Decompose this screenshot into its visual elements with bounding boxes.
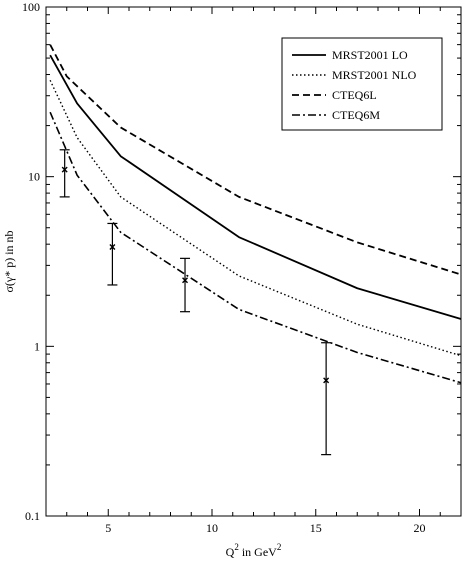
cross-marker <box>323 377 330 384</box>
data-point-3 <box>180 257 191 313</box>
legend-label: CTEQ6M <box>332 108 380 122</box>
x-axis-label-part: 2 <box>277 542 282 552</box>
cross-marker <box>61 166 68 173</box>
series-line-cteq6l <box>49 44 462 276</box>
x-tick-label: 10 <box>206 521 218 535</box>
legend-label: MRST2001 NLO <box>332 68 417 82</box>
data-points <box>59 149 332 456</box>
legend-label: MRST2001 LO <box>332 48 408 62</box>
y-axis-ticks: 0.1 1 10 100 <box>22 0 461 523</box>
data-point-4 <box>321 342 332 456</box>
y-tick-label: 10 <box>28 170 40 184</box>
data-point-1 <box>59 149 70 198</box>
x-axis-label: Q2 in GeV2 <box>226 542 282 559</box>
x-tick-label: 5 <box>105 521 111 535</box>
cross-marker <box>182 277 189 284</box>
legend: MRST2001 LO MRST2001 NLO CTEQ6L CTEQ6M <box>281 37 443 131</box>
x-axis-label-part: in GeV <box>239 545 277 559</box>
y-tick-label: 0.1 <box>25 509 40 523</box>
x-axis-label-part: Q <box>226 545 235 559</box>
y-tick-label: 1 <box>34 339 40 353</box>
x-axis-label-part: 2 <box>234 542 239 552</box>
series-lines <box>49 44 462 384</box>
series-line-cteq6m <box>49 111 462 384</box>
legend-label: CTEQ6L <box>332 88 377 102</box>
x-tick-label: 20 <box>414 521 426 535</box>
x-axis-ticks: 5 10 15 20 <box>66 7 462 535</box>
series-line-mrst2001-lo <box>49 54 462 320</box>
series-line-mrst2001-nlo <box>49 79 462 357</box>
data-point-2 <box>107 222 118 286</box>
y-axis-label: σ(γ* p) in nb <box>2 230 16 292</box>
y-tick-label: 100 <box>22 0 40 14</box>
cross-marker <box>109 244 116 250</box>
x-tick-label: 15 <box>310 521 322 535</box>
